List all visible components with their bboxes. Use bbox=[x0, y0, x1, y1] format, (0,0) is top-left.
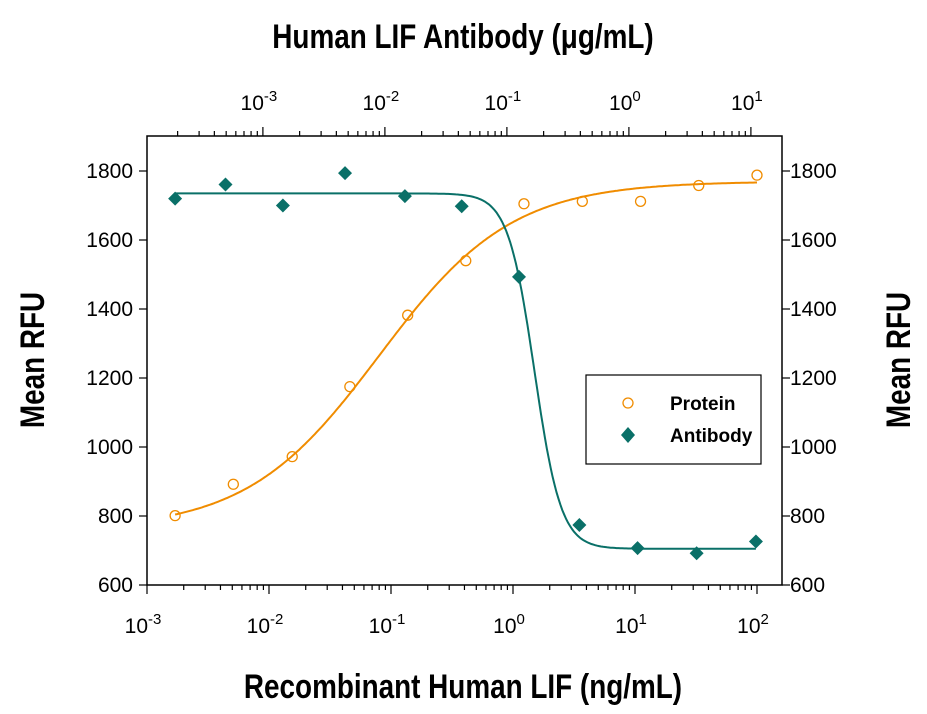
legend: Protein Antibody bbox=[585, 374, 762, 465]
top-tick-label: 10-3 bbox=[241, 88, 278, 115]
data-point-antibody bbox=[512, 269, 527, 284]
data-point-protein bbox=[169, 510, 181, 522]
data-point-antibody bbox=[275, 198, 290, 213]
right-tick-label: 600 bbox=[790, 574, 825, 597]
right-tick-label: 800 bbox=[790, 505, 825, 528]
data-point-protein bbox=[751, 169, 763, 181]
legend-label-antibody: Antibody bbox=[670, 426, 753, 447]
top-tick-label: 101 bbox=[731, 88, 763, 115]
top-tick-label: 10-2 bbox=[363, 88, 400, 115]
data-point-antibody bbox=[572, 517, 587, 532]
data-point-protein bbox=[576, 195, 588, 208]
top-axis-title: Human LIF Antibody (μg/mL) bbox=[272, 17, 653, 55]
data-point-protein bbox=[693, 179, 705, 192]
bottom-tick-label: 10-2 bbox=[247, 611, 284, 638]
top-tick-label: 10-1 bbox=[485, 88, 522, 115]
right-tick-label: 1800 bbox=[790, 160, 837, 183]
right-tick-label: 1600 bbox=[790, 229, 837, 252]
bottom-axis-title: Recombinant Human LIF (ng/mL) bbox=[244, 667, 682, 705]
fit-curve-protein bbox=[174, 181, 757, 516]
data-point-antibody bbox=[397, 189, 412, 204]
left-tick-label: 1000 bbox=[86, 436, 133, 459]
data-point-protein bbox=[227, 478, 239, 490]
data-point-protein bbox=[460, 255, 472, 267]
data-point-antibody bbox=[168, 191, 183, 206]
left-tick-label: 600 bbox=[98, 574, 133, 597]
data-point-antibody bbox=[748, 534, 763, 549]
legend-box bbox=[585, 374, 762, 465]
data-point-antibody bbox=[454, 199, 469, 214]
bottom-tick-label: 100 bbox=[493, 611, 525, 638]
right-tick-label: 1200 bbox=[790, 367, 837, 390]
right-tick-label: 1000 bbox=[790, 436, 837, 459]
data-point-protein bbox=[402, 309, 414, 321]
left-axis-title: Mean RFU bbox=[13, 292, 51, 428]
bottom-tick-label: 10-1 bbox=[369, 611, 406, 638]
bottom-tick-label: 10-3 bbox=[125, 611, 162, 638]
data-point-antibody bbox=[630, 541, 645, 556]
right-axis-title: Mean RFU bbox=[879, 292, 917, 428]
legend-marker-protein bbox=[622, 397, 634, 409]
left-tick-label: 800 bbox=[98, 505, 133, 528]
right-tick-label: 1400 bbox=[790, 298, 837, 321]
left-tick-label: 1600 bbox=[86, 229, 133, 252]
top-tick-label: 100 bbox=[609, 88, 641, 115]
fit-curve-antibody bbox=[175, 192, 756, 550]
data-point-protein bbox=[634, 195, 647, 208]
legend-label-protein: Protein bbox=[670, 394, 735, 415]
bottom-tick-label: 102 bbox=[737, 611, 769, 638]
data-point-antibody bbox=[218, 177, 233, 192]
legend-marker-antibody bbox=[621, 427, 635, 443]
bottom-tick-label: 101 bbox=[615, 611, 647, 638]
data-point-antibody bbox=[689, 546, 704, 561]
data-point-protein bbox=[344, 380, 356, 393]
data-point-protein bbox=[286, 451, 298, 463]
left-tick-label: 1800 bbox=[86, 160, 133, 183]
data-point-protein bbox=[518, 198, 530, 210]
data-point-antibody bbox=[338, 166, 353, 181]
left-tick-label: 1200 bbox=[86, 367, 133, 390]
left-tick-label: 1400 bbox=[86, 298, 133, 321]
